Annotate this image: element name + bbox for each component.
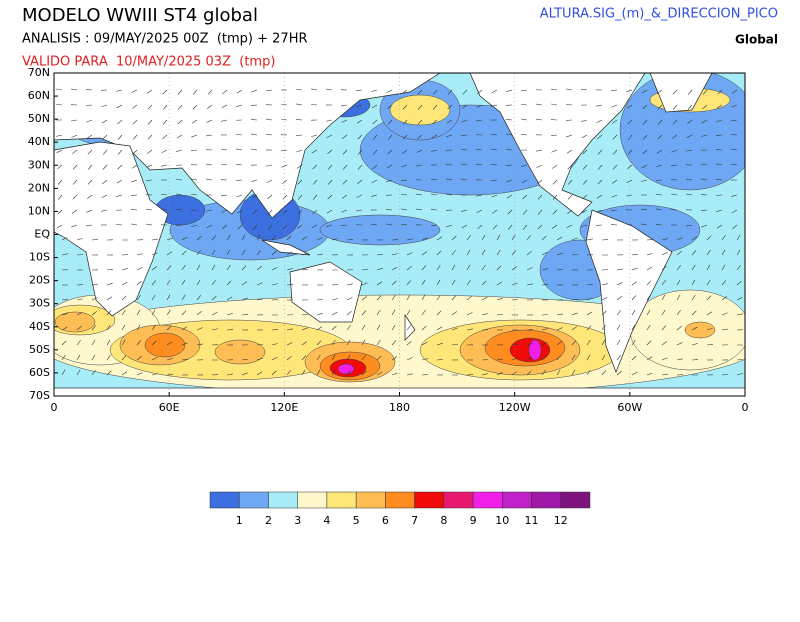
legend-label: 1 [236,514,243,527]
lat-label: 60N [28,89,50,102]
legend-swatch [298,492,327,508]
lat-label: 10N [28,204,50,217]
lat-label: 30N [28,158,50,171]
lat-label: 10S [29,251,50,264]
legend-swatch [356,492,385,508]
legend-swatch [561,492,590,508]
legend-swatch [473,492,502,508]
lat-label: EQ [34,228,50,241]
legend-swatch [327,492,356,508]
wave-region [390,95,450,125]
lat-label: 40N [28,135,50,148]
wave-region [320,215,440,245]
legend-label: 5 [353,514,360,527]
legend-swatch [385,492,414,508]
legend-label: 10 [495,514,509,527]
lon-label: 0 [742,401,749,414]
lat-label: 20S [29,274,50,287]
variable: ALTURA.SIG_(m)_&_DIRECCION_PICO [540,7,778,22]
lon-label: 120E [270,401,298,414]
legend-swatch [532,492,561,508]
legend-label: 3 [294,514,301,527]
wave-region [338,364,354,374]
legend-label: 9 [470,514,477,527]
lat-label: 20N [28,181,50,194]
legend-label: 12 [554,514,568,527]
lon-label: 0 [51,401,58,414]
legend-swatch [502,492,531,508]
legend-label: 8 [440,514,447,527]
wave-region [529,340,541,360]
map-body [40,70,760,398]
lat-label: 60S [29,366,50,379]
region: Global [735,33,778,47]
lon-label: 180 [389,401,410,414]
lat-label: 30S [29,297,50,310]
title: MODELO WWIII ST4 global [22,5,258,26]
lat-label: 50S [29,343,50,356]
lat-label: 70S [29,389,50,402]
legend-label: 7 [411,514,418,527]
legend-swatch [239,492,268,508]
legend-label: 2 [265,514,272,527]
legend-swatch [210,492,239,508]
analysis: ANALISIS : 09/MAY/2025 00Z (tmp) + 27HR [22,32,308,47]
map: 70N 60N 50N 40N 30N 20N 10N EQ 10S 20S 30S 40S 50S 60… [28,66,760,414]
lon-label: 60W [617,401,642,414]
lon-label: 120W [499,401,531,414]
legend-label: 4 [323,514,330,527]
lat-label: 50N [28,112,50,125]
wave-region [55,312,95,332]
lon-label: 60E [159,401,180,414]
legend-swatch [415,492,444,508]
wave-region [145,333,185,357]
valid: VALIDO PARA 10/MAY/2025 03Z (tmp) [22,55,275,70]
wave-region [685,322,715,338]
wave-region [215,340,265,364]
lat-label: 40S [29,320,50,333]
legend-label: 6 [382,514,389,527]
lat-label: 70N [28,66,50,79]
legend-label: 11 [525,514,539,527]
legend-swatch [444,492,473,508]
legend-swatch [268,492,297,508]
